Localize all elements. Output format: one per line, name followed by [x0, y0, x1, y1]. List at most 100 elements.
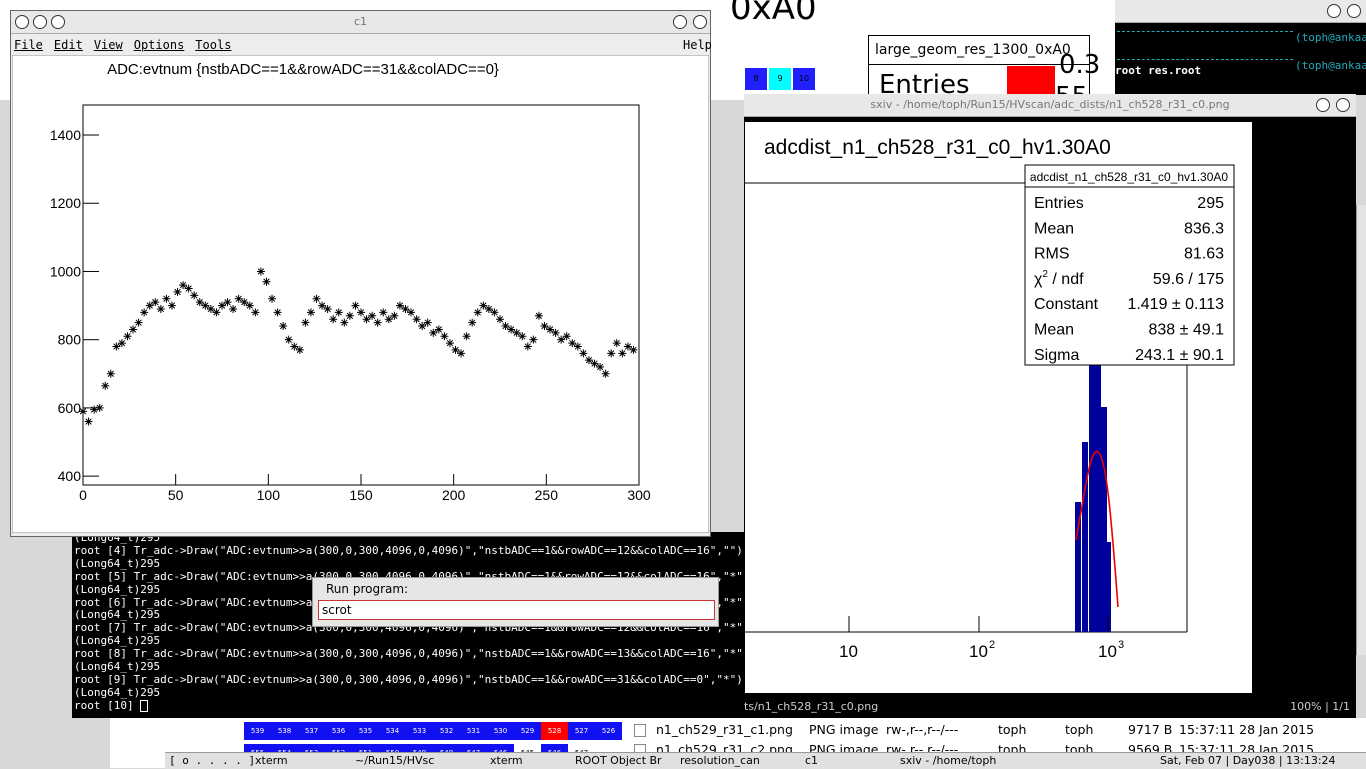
point — [129, 325, 138, 334]
color-cells: 8 9 10 — [745, 66, 817, 90]
task-item[interactable]: xterm — [255, 754, 288, 767]
point — [384, 315, 393, 324]
task-item[interactable]: resolution_can — [680, 754, 760, 767]
point — [523, 342, 532, 351]
close-button[interactable] — [693, 15, 707, 29]
cell: 537 — [298, 722, 325, 740]
point — [373, 318, 382, 327]
point — [318, 301, 327, 310]
point — [351, 301, 360, 310]
x-ticks: 10 10 2 10 3 — [839, 616, 1124, 661]
run-label: Run program: — [326, 582, 409, 596]
window-button[interactable] — [15, 15, 29, 29]
x-tick-label: 150 — [349, 487, 373, 503]
command: root res.root — [1115, 64, 1202, 77]
x-tick-label: 200 — [442, 487, 466, 503]
point — [140, 308, 149, 317]
workspaces[interactable]: [ o . . . . ] — [169, 754, 256, 767]
terminal-line: root [10] — [74, 699, 744, 713]
stats-value: 59.6 / 175 — [1153, 271, 1224, 288]
point — [173, 287, 182, 296]
point — [195, 298, 204, 307]
terminal-line: (Long64_t)295 — [74, 608, 161, 622]
terminal-line: (Long64_t)295 — [74, 582, 161, 596]
point — [273, 308, 282, 317]
task-item[interactable]: sxiv - /home/toph — [900, 754, 997, 767]
terminal-line: root [4] Tr_adc->Draw("ADC:evtnum>>a(300… — [74, 543, 743, 557]
point — [184, 284, 193, 293]
point — [240, 298, 249, 307]
point — [290, 342, 299, 351]
menu-item[interactable]: Edit — [53, 38, 83, 52]
point — [501, 322, 510, 331]
point — [601, 369, 610, 378]
task-item[interactable]: ~/Run15/HVsc — [355, 754, 435, 767]
bar — [1089, 362, 1095, 632]
point — [206, 304, 215, 313]
prompt: (toph@ankaa) (toph@ankaa) — [1295, 24, 1366, 80]
x-tick-label: 10 — [1098, 642, 1117, 661]
cell: 532 — [433, 722, 460, 740]
prompt-line: (toph@ankaa) — [1295, 31, 1366, 44]
file-field: toph — [998, 722, 1027, 737]
point — [484, 304, 493, 313]
menu-item[interactable]: Tools — [195, 38, 232, 52]
point — [551, 328, 560, 337]
point — [334, 308, 343, 317]
close-button[interactable] — [1336, 98, 1350, 112]
point — [573, 342, 582, 351]
point — [557, 335, 566, 344]
cursor — [140, 699, 149, 712]
point — [451, 345, 460, 354]
task-item[interactable]: xterm — [490, 754, 523, 767]
stats-label: Sigma — [1034, 347, 1079, 364]
point — [95, 403, 104, 412]
y-tick-label: 1200 — [50, 195, 81, 211]
window-button[interactable] — [33, 15, 47, 29]
point — [268, 294, 277, 303]
titlebar: c1 — [11, 11, 710, 34]
menu-item[interactable]: File — [14, 38, 43, 52]
window-button[interactable] — [51, 15, 65, 29]
background-window-edge — [1356, 205, 1366, 655]
point — [379, 308, 388, 317]
stats-frame — [1024, 164, 1235, 366]
point — [496, 315, 504, 324]
point — [145, 301, 154, 310]
menu-help[interactable]: Help — [683, 38, 712, 52]
file-icon — [634, 724, 646, 737]
stats-label: Mean — [1034, 220, 1074, 237]
point — [223, 298, 232, 307]
stats-value: 295 — [1197, 195, 1224, 212]
menu-item[interactable]: View — [93, 38, 123, 52]
point — [156, 304, 165, 313]
point — [534, 311, 543, 320]
point — [596, 362, 605, 371]
minimize-button[interactable] — [1316, 98, 1330, 112]
y-tick-label: 1000 — [50, 263, 81, 279]
stats-label: Constant — [1034, 296, 1099, 313]
x-tick-exponent: 3 — [1118, 639, 1124, 651]
point — [407, 308, 416, 317]
task-item[interactable]: ROOT Object Br — [575, 754, 662, 767]
point — [234, 294, 243, 303]
file-manager: n1_ch529_r31_c1.png PNG image rw-,r--,r--/… — [628, 718, 1366, 757]
point — [134, 318, 143, 327]
minimize-button[interactable] — [1327, 4, 1341, 18]
point — [179, 281, 188, 290]
point — [490, 308, 499, 317]
terminal-line: (Long64_t)295 — [74, 532, 161, 544]
point — [401, 304, 410, 313]
point — [345, 311, 354, 320]
minimize-button[interactable] — [673, 15, 687, 29]
run-input[interactable]: scrot — [318, 600, 715, 620]
x-tick-label: 0 — [79, 487, 87, 503]
color-cell: 9 — [769, 68, 791, 90]
menu-item[interactable]: Options — [133, 38, 185, 52]
point — [546, 325, 555, 334]
task-item[interactable]: c1 — [805, 754, 819, 767]
close-button[interactable] — [1347, 4, 1361, 18]
stats-value: 1.419 ± 0.113 — [1127, 296, 1224, 313]
cell: 526 — [595, 722, 622, 740]
point — [101, 381, 110, 390]
